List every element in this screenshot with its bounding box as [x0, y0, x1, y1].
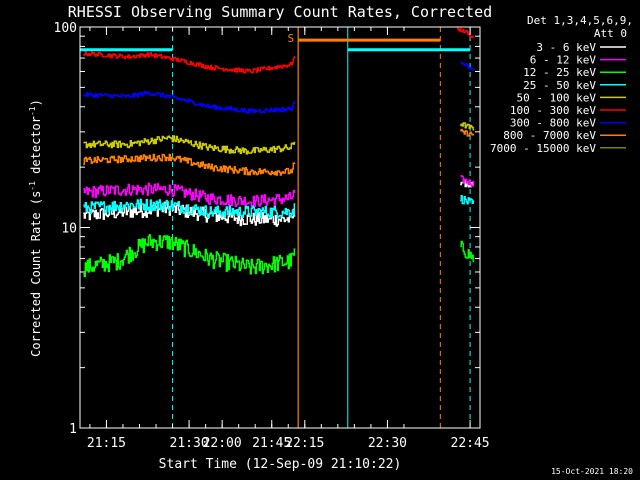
legend-label: 100 - 300 keV [510, 104, 596, 117]
x-axis: 21:15 21:30 21:45 22:00 22:15 22:30 22:45 [87, 27, 490, 451]
plot-area: S [79, 26, 475, 428]
y-axis-label: Corrected Count Rate (s-1 detector-1) [28, 99, 43, 357]
legend-header-line-2: Att 0 [594, 27, 627, 40]
plot-frame [79, 26, 481, 429]
series-line [83, 182, 296, 208]
series-line [83, 198, 296, 219]
series-line [83, 90, 296, 114]
y-tick-label: 10 [61, 222, 77, 237]
x-tick-label: 22:45 [451, 436, 490, 451]
legend-label: 800 - 7000 keV [503, 129, 596, 142]
legend-label: 7000 - 15000 keV [490, 142, 596, 155]
x-axis-label: Start Time (12-Sep-09 21:10:22) [159, 457, 402, 472]
series-line [460, 240, 475, 263]
x-tick-label: 22:15 [285, 436, 324, 451]
y-tick-label: 1 [69, 422, 77, 437]
series-line [460, 195, 475, 205]
y-axis: 1 10 100 [54, 21, 480, 437]
series-line [83, 234, 296, 278]
chart-title: RHESSI Observing Summary Count Rates, Co… [68, 3, 492, 21]
legend-label: 300 - 800 keV [510, 117, 596, 130]
legend-label: 6 - 12 keV [530, 54, 597, 67]
x-tick-label: 21:30 [170, 436, 209, 451]
series-line [460, 61, 475, 72]
x-tick-label: 22:00 [203, 436, 242, 451]
series-line [83, 201, 296, 227]
legend-label: 3 - 6 keV [536, 41, 596, 54]
legend-label: 50 - 100 keV [517, 91, 597, 104]
series-line [460, 175, 475, 187]
series-line [456, 26, 474, 38]
series-line [83, 135, 296, 155]
series-line [460, 122, 475, 131]
series-line [83, 50, 296, 74]
x-tick-label: 21:15 [87, 436, 126, 451]
x-tick-label: 21:45 [252, 436, 291, 451]
legend-header-line-1: Det 1,3,4,5,6,9, [527, 14, 633, 27]
x-tick-label: 22:30 [368, 436, 407, 451]
s-flag-label: S [288, 32, 295, 45]
series-line [460, 128, 475, 137]
legend-label: 12 - 25 keV [523, 66, 596, 79]
series-line [83, 153, 296, 176]
footer-timestamp: 15-Oct-2021 18:20 [551, 467, 633, 476]
legend-label: 25 - 50 keV [523, 79, 596, 92]
y-tick-label: 100 [54, 21, 77, 36]
